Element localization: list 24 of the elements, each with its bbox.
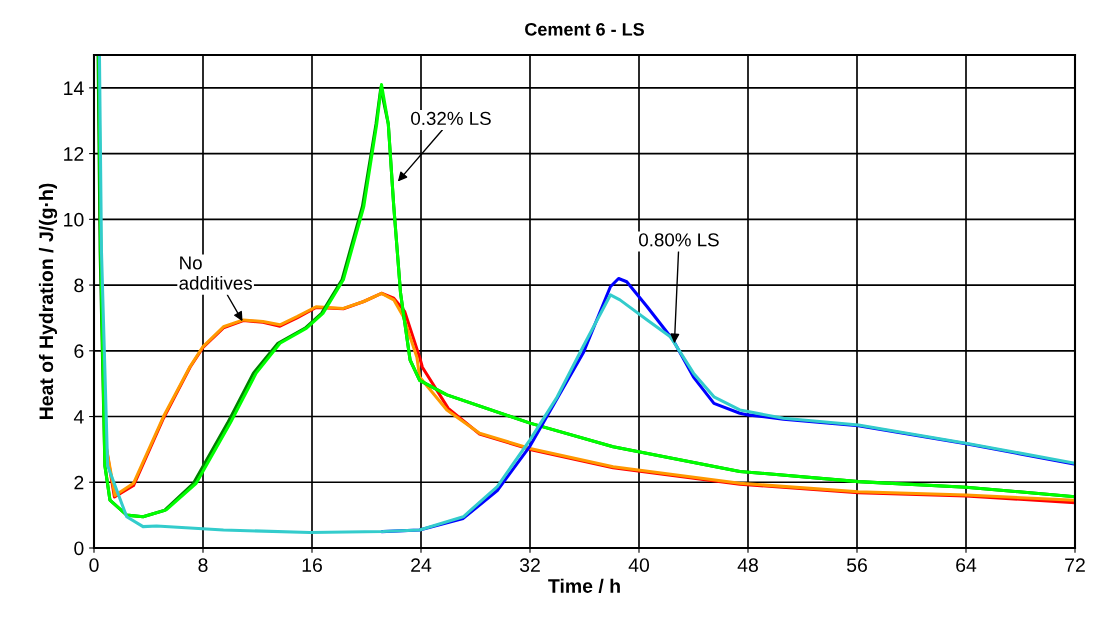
- y-tick-label: 2: [74, 475, 84, 490]
- x-tick-label: 48: [737, 558, 758, 572]
- y-tick-label: 0: [74, 541, 84, 556]
- x-tick-label: 56: [846, 558, 867, 572]
- x-tick-label: 72: [1065, 558, 1085, 572]
- annotation: 0.32% LS: [411, 111, 491, 126]
- y-tick-label: 6: [74, 344, 84, 359]
- chart-title: Cement 6 - LS: [525, 22, 644, 36]
- y-tick-label: 8: [74, 278, 84, 293]
- x-axis-title: Time / h: [548, 578, 620, 594]
- y-axis-title: Heat of Hydration / J/(g·h): [38, 183, 58, 420]
- annotation: 0.80% LS: [639, 233, 719, 247]
- y-tick-label: 12: [64, 147, 84, 161]
- x-tick-label: 64: [956, 558, 977, 572]
- y-tick-label: 14: [64, 81, 84, 95]
- x-tick-label: 24: [411, 558, 432, 572]
- x-tick-label: 8: [198, 558, 208, 572]
- x-tick-label: 0: [89, 558, 99, 572]
- y-tick-label: 10: [64, 212, 84, 227]
- x-tick-label: 32: [519, 558, 540, 572]
- x-tick-label: 16: [302, 558, 322, 572]
- x-tick-label: 40: [628, 558, 650, 572]
- annotation: No additives: [179, 256, 252, 290]
- y-tick-label: 4: [73, 410, 84, 424]
